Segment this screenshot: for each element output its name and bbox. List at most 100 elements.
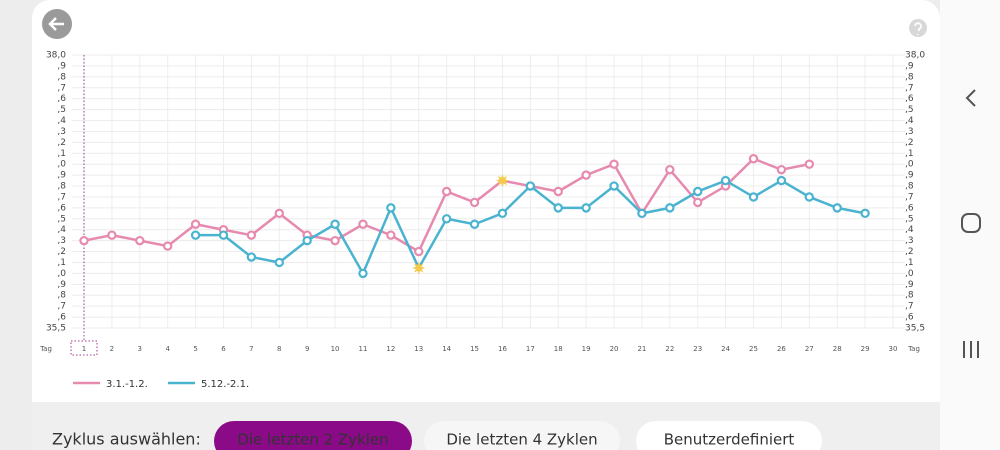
x-tick-label: 7 xyxy=(249,345,253,353)
y-tick-label: ,8 xyxy=(57,72,66,82)
y-tick-label: ,6 xyxy=(57,94,66,104)
x-tick-label: 9 xyxy=(305,345,309,353)
y-tick-label: ,8 xyxy=(57,291,66,301)
card xyxy=(32,0,940,420)
option-pill[interactable] xyxy=(214,421,412,450)
y-tick-label: ,1 xyxy=(57,258,66,268)
y-tick-label-right: ,8 xyxy=(905,291,914,301)
x-tick-label: 29 xyxy=(861,345,870,353)
point xyxy=(748,154,759,164)
y-tick-label: ,0 xyxy=(57,160,66,170)
option-label: Die letzten 4 Zyklen xyxy=(446,431,597,449)
nav-home[interactable] xyxy=(961,213,981,233)
y-tick-label-right: ,6 xyxy=(905,94,914,104)
y-tick-label: ,7 xyxy=(57,302,66,312)
x-tick-label: 10 xyxy=(331,345,340,353)
y-tick-label: ,5 xyxy=(57,105,66,115)
y-tick-label: ,1 xyxy=(57,149,66,159)
x-tick-label: 19 xyxy=(582,345,591,353)
selected-day-box xyxy=(70,340,98,356)
point xyxy=(469,197,480,208)
y-tick-label-right: ,3 xyxy=(905,127,914,137)
point xyxy=(358,219,368,229)
y-tick-label-right: ,2 xyxy=(905,247,914,257)
plot: 35,5 35,5,6,6,7,7,8,8,9,9,0,0,1,1,2,2,3,3… xyxy=(39,51,925,391)
point xyxy=(804,159,815,169)
point xyxy=(609,159,619,169)
y-tick-label: ,9 xyxy=(57,171,66,181)
point xyxy=(497,208,508,219)
y-tick-label-right: ,3 xyxy=(905,236,914,246)
y-tick-label-right: ,9 xyxy=(905,280,914,290)
y-tick-label: ,3 xyxy=(57,127,66,137)
x-tick-label: 1 xyxy=(82,345,86,353)
point xyxy=(274,208,284,219)
point xyxy=(386,230,396,240)
y-tick-label-right: ,1 xyxy=(905,149,914,159)
point xyxy=(553,203,563,213)
y-tick-label-right: ,4 xyxy=(905,225,914,235)
option-label: Die letzten 2 Zyklen xyxy=(237,431,388,449)
point xyxy=(748,192,759,202)
y-tick-label: ,8 xyxy=(57,182,66,192)
point xyxy=(79,235,89,246)
y-tick-label: ,4 xyxy=(57,116,66,126)
point xyxy=(358,268,368,279)
point xyxy=(246,252,257,262)
help-button[interactable] xyxy=(909,19,927,37)
y-tick-label: ,9 xyxy=(57,61,66,71)
point xyxy=(860,208,870,219)
x-tick-label: 12 xyxy=(386,345,395,353)
point xyxy=(330,219,340,229)
y-tick-label-right: ,7 xyxy=(905,83,914,93)
y-tick-label: 38,0 xyxy=(46,51,66,61)
y-tick-label: ,2 xyxy=(57,247,66,257)
nav-back[interactable] xyxy=(965,89,976,107)
y-tick-label-right: ,8 xyxy=(905,72,914,82)
y-tick-label: ,4 xyxy=(57,225,66,235)
x-tick-label: 22 xyxy=(665,345,674,353)
x-tick-label: 6 xyxy=(221,345,226,353)
x-tick-label: 21 xyxy=(637,345,646,353)
point xyxy=(386,203,396,213)
y-tick-label-right: 38,0 xyxy=(905,51,925,61)
x-tick-label: 17 xyxy=(526,345,535,353)
y-tick-label: ,3 xyxy=(57,236,66,246)
y-tick-label-right: ,0 xyxy=(905,269,914,279)
back-arrow xyxy=(48,17,64,31)
y-tick-label: ,7 xyxy=(57,83,66,93)
point xyxy=(107,230,117,240)
point xyxy=(302,235,312,246)
x-tick-label: 26 xyxy=(777,345,786,353)
x-tick-label: 16 xyxy=(498,345,507,353)
point xyxy=(720,175,731,186)
point xyxy=(441,214,452,224)
x-tick-label: 18 xyxy=(554,345,563,353)
option-pill[interactable] xyxy=(636,421,822,450)
options: Die letzten 2 Zyklen Die letzten 4 Zyklen… xyxy=(214,421,822,450)
x-tick-label: 14 xyxy=(442,345,451,353)
point xyxy=(581,203,591,213)
x-tick-label: 3 xyxy=(138,345,142,353)
nav-recent[interactable] xyxy=(963,341,979,358)
point xyxy=(135,235,145,246)
legend-label: 5.12.-2.1. xyxy=(201,379,249,390)
point xyxy=(804,192,815,202)
x-tick-label: 5 xyxy=(193,345,197,353)
option-pill[interactable] xyxy=(424,421,620,450)
y-tick-label-right: ,9 xyxy=(905,61,914,71)
point xyxy=(274,257,284,268)
y-tick-label: ,6 xyxy=(57,313,66,323)
special-point xyxy=(495,174,509,188)
special-point xyxy=(412,261,426,275)
x-tick-label: 11 xyxy=(359,345,368,353)
point xyxy=(218,230,229,240)
y-tick-label: ,9 xyxy=(57,280,66,290)
help-icon xyxy=(914,22,922,35)
y-tick-label-right: ,6 xyxy=(905,313,914,323)
x-tick-label: 20 xyxy=(610,345,619,353)
x-axis-label: Tag xyxy=(39,345,52,353)
y-tick-label: ,5 xyxy=(57,214,66,224)
point xyxy=(665,203,675,213)
